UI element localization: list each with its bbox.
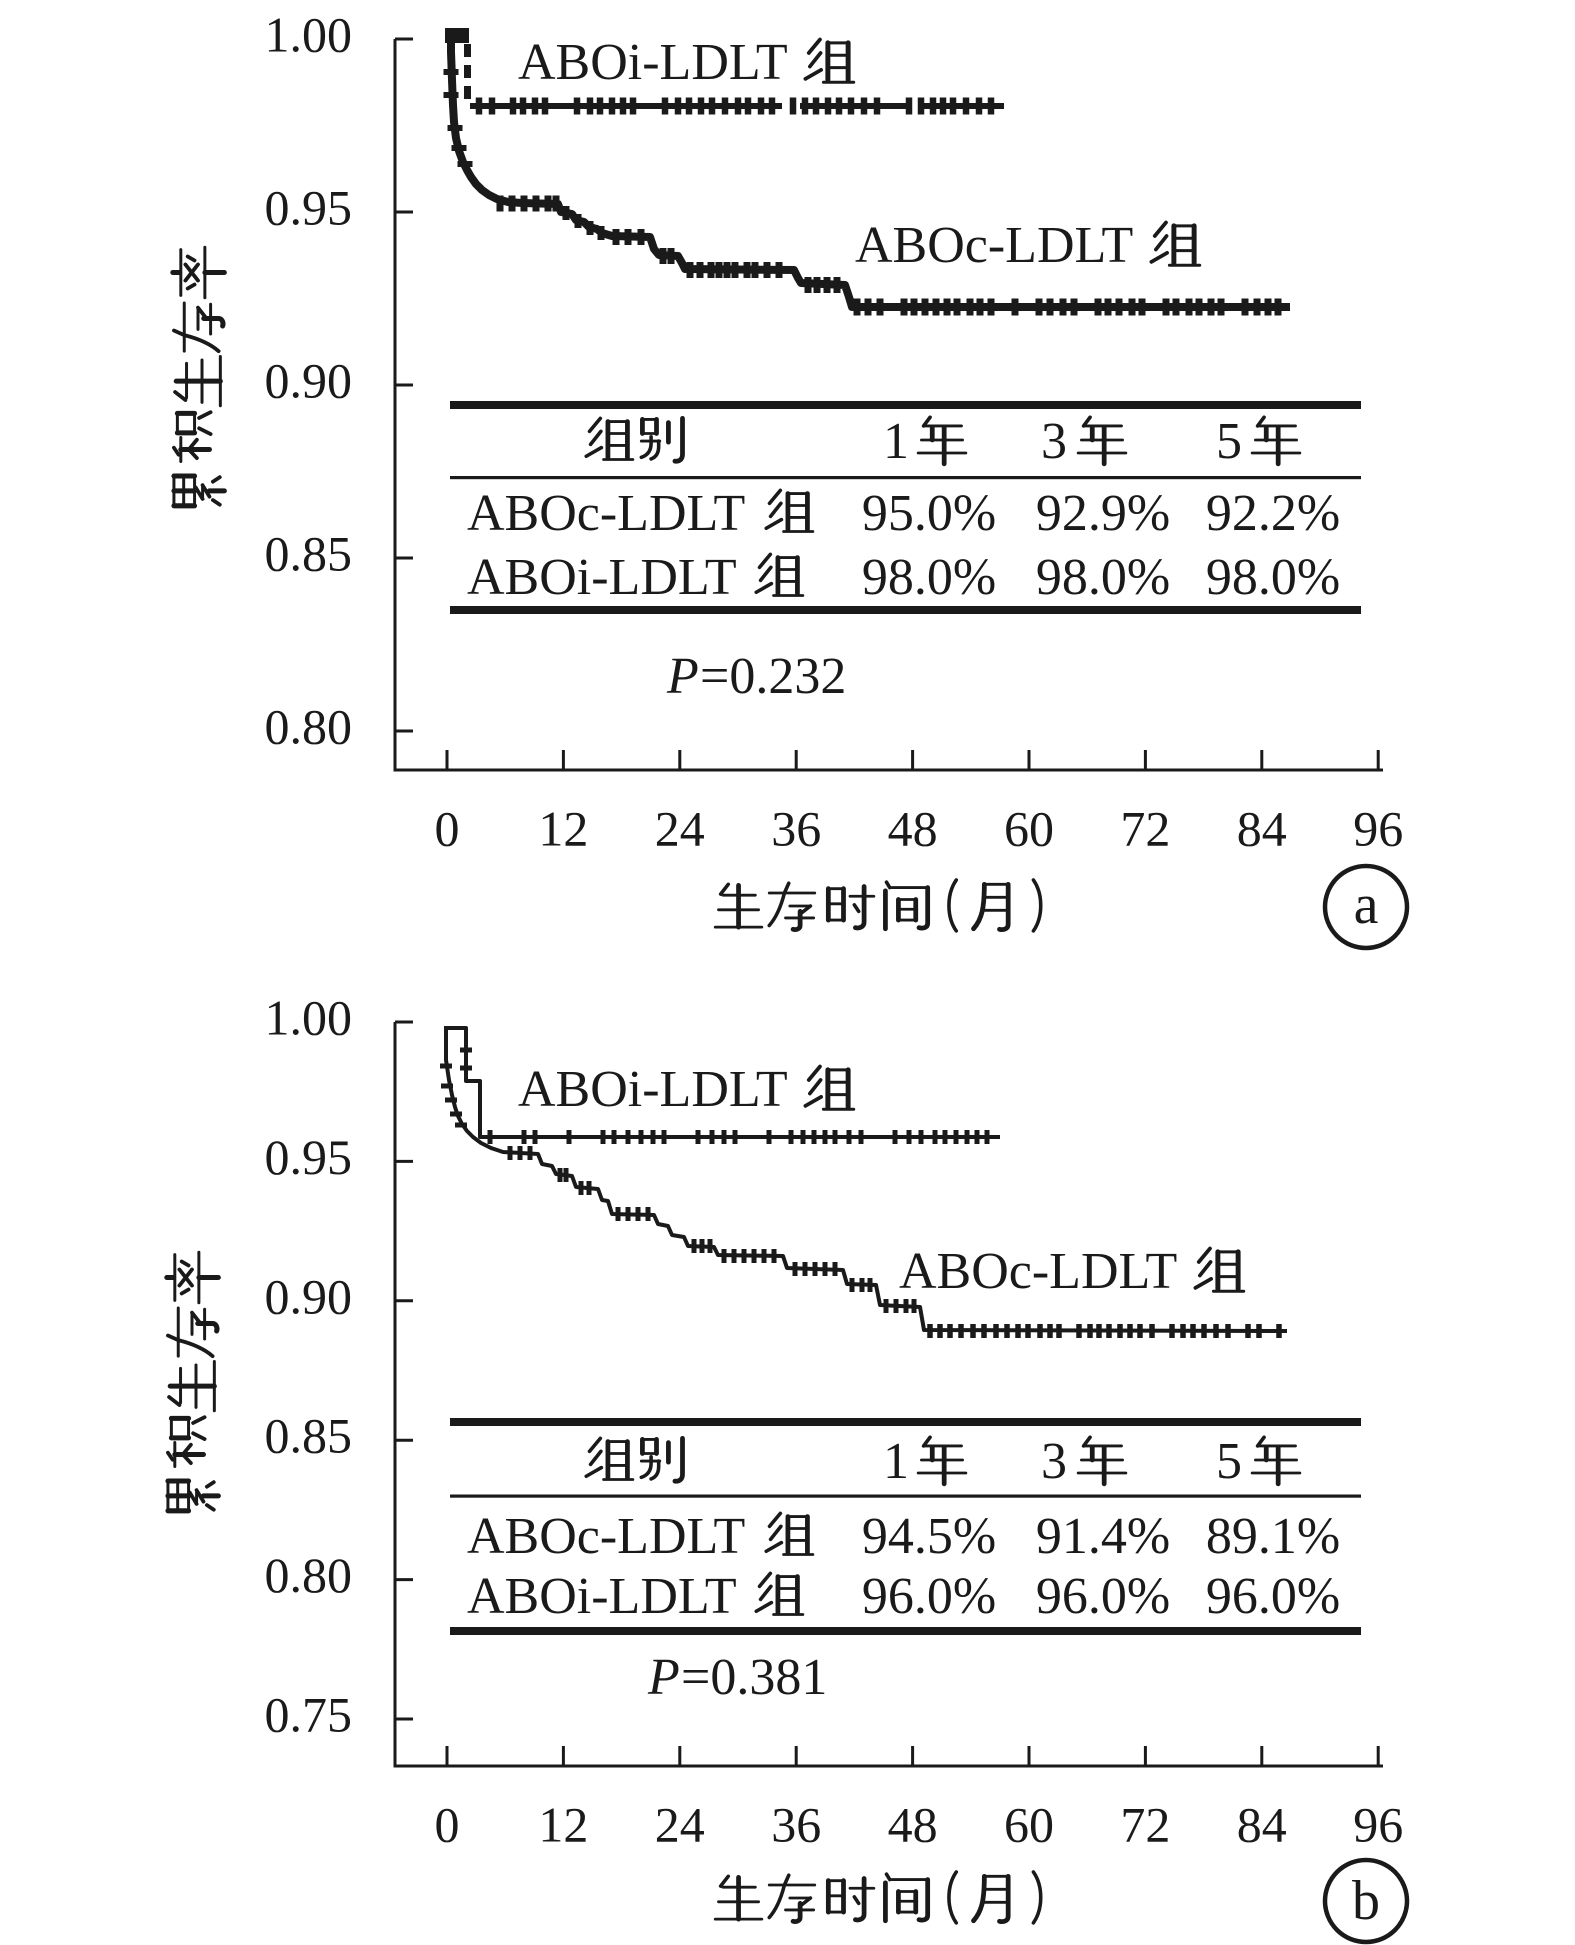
svg-text:0.85: 0.85 <box>265 526 353 582</box>
svg-text:96: 96 <box>1353 1797 1403 1853</box>
svg-text:1.00: 1.00 <box>265 7 353 63</box>
svg-text:36: 36 <box>771 1797 821 1853</box>
svg-text:1: 1 <box>883 1433 909 1490</box>
svg-text:92.2%: 92.2% <box>1206 485 1340 542</box>
svg-text:0.95: 0.95 <box>265 1129 353 1185</box>
svg-text:a: a <box>1354 874 1379 936</box>
svg-text:P: P <box>647 1649 680 1706</box>
svg-text:5: 5 <box>1216 413 1242 470</box>
svg-text:b: b <box>1352 1870 1380 1932</box>
svg-text:48: 48 <box>888 1797 938 1853</box>
svg-text:0.80: 0.80 <box>265 699 353 755</box>
svg-text:84: 84 <box>1237 1797 1287 1853</box>
svg-text:12: 12 <box>538 1797 588 1853</box>
svg-text:ABOc-LDLT: ABOc-LDLT <box>467 485 745 542</box>
svg-text:48: 48 <box>888 801 938 857</box>
svg-text:ABOc-LDLT: ABOc-LDLT <box>467 1508 745 1565</box>
svg-text:0.85: 0.85 <box>265 1408 353 1464</box>
svg-text:98.0%: 98.0% <box>1206 549 1340 606</box>
svg-text:P: P <box>666 648 699 705</box>
svg-text:96.0%: 96.0% <box>1206 1568 1340 1625</box>
svg-text:92.9%: 92.9% <box>1036 485 1170 542</box>
svg-text:96.0%: 96.0% <box>862 1568 996 1625</box>
svg-text:72: 72 <box>1120 801 1170 857</box>
svg-text:ABOi-LDLT: ABOi-LDLT <box>518 1061 788 1118</box>
svg-text:12: 12 <box>538 801 588 857</box>
svg-text:ABOc-LDLT: ABOc-LDLT <box>899 1243 1177 1300</box>
svg-text:98.0%: 98.0% <box>1036 549 1170 606</box>
svg-text:24: 24 <box>655 801 705 857</box>
svg-text:91.4%: 91.4% <box>1036 1508 1170 1565</box>
svg-text:=0.232: =0.232 <box>700 648 846 705</box>
svg-text:0.90: 0.90 <box>265 353 353 409</box>
svg-text:0.90: 0.90 <box>265 1268 353 1324</box>
svg-text:89.1%: 89.1% <box>1206 1508 1340 1565</box>
svg-text:0: 0 <box>435 801 460 857</box>
svg-text:36: 36 <box>771 801 821 857</box>
svg-text:96: 96 <box>1353 801 1403 857</box>
svg-text:95.0%: 95.0% <box>862 485 996 542</box>
svg-text:3: 3 <box>1041 1433 1067 1490</box>
svg-text:=0.381: =0.381 <box>681 1649 827 1706</box>
svg-text:5: 5 <box>1216 1433 1242 1490</box>
svg-text:98.0%: 98.0% <box>862 549 996 606</box>
svg-text:0.95: 0.95 <box>265 180 353 236</box>
svg-text:ABOi-LDLT: ABOi-LDLT <box>467 1568 737 1625</box>
svg-text:94.5%: 94.5% <box>862 1508 996 1565</box>
svg-text:ABOc-LDLT: ABOc-LDLT <box>855 217 1133 274</box>
svg-text:24: 24 <box>655 1797 705 1853</box>
svg-text:0.75: 0.75 <box>265 1687 353 1743</box>
svg-text:1: 1 <box>883 413 909 470</box>
svg-text:84: 84 <box>1237 801 1287 857</box>
svg-text:60: 60 <box>1004 1797 1054 1853</box>
svg-text:60: 60 <box>1004 801 1054 857</box>
svg-text:96.0%: 96.0% <box>1036 1568 1170 1625</box>
svg-text:72: 72 <box>1120 1797 1170 1853</box>
svg-text:1.00: 1.00 <box>265 990 353 1046</box>
svg-text:ABOi-LDLT: ABOi-LDLT <box>518 34 788 91</box>
svg-text:0: 0 <box>435 1797 460 1853</box>
svg-text:ABOi-LDLT: ABOi-LDLT <box>467 549 737 606</box>
svg-text:0.80: 0.80 <box>265 1547 353 1603</box>
svg-text:3: 3 <box>1041 413 1067 470</box>
